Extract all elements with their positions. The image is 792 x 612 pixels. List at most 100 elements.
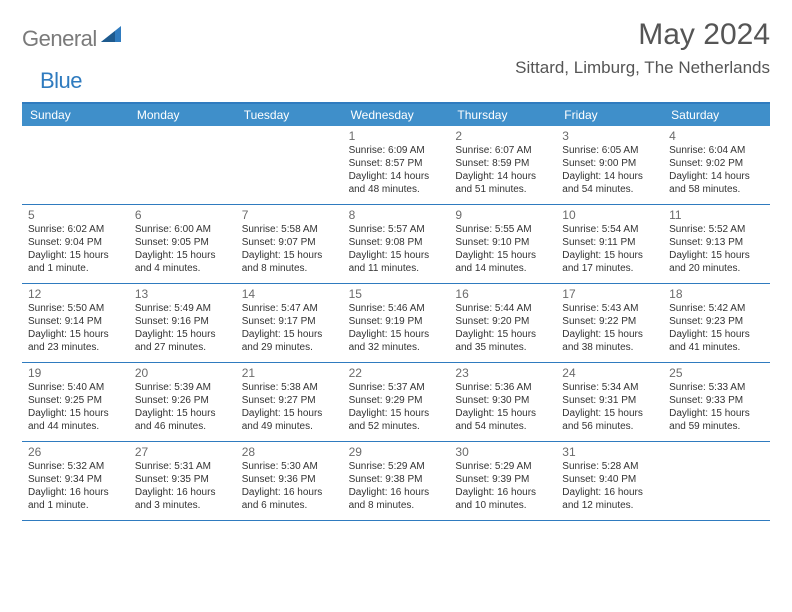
calendar-day-cell: 31Sunrise: 5:28 AMSunset: 9:40 PMDayligh… [556, 442, 663, 520]
sunset-line: Sunset: 9:19 PM [349, 316, 444, 329]
calendar-day-cell: 17Sunrise: 5:43 AMSunset: 9:22 PMDayligh… [556, 284, 663, 362]
day-number: 10 [562, 208, 657, 223]
daylight-line: Daylight: 15 hours and 11 minutes. [349, 250, 444, 276]
calendar-day-cell: 15Sunrise: 5:46 AMSunset: 9:19 PMDayligh… [343, 284, 450, 362]
calendar-day-cell: 20Sunrise: 5:39 AMSunset: 9:26 PMDayligh… [129, 363, 236, 441]
sunset-line: Sunset: 8:59 PM [455, 158, 550, 171]
sunrise-line: Sunrise: 5:43 AM [562, 303, 657, 316]
daylight-line: Daylight: 16 hours and 8 minutes. [349, 487, 444, 513]
sunset-line: Sunset: 9:07 PM [242, 237, 337, 250]
sunset-line: Sunset: 9:10 PM [455, 237, 550, 250]
sunset-line: Sunset: 9:31 PM [562, 395, 657, 408]
calendar-day-cell: 19Sunrise: 5:40 AMSunset: 9:25 PMDayligh… [22, 363, 129, 441]
sunset-line: Sunset: 9:23 PM [669, 316, 764, 329]
sunset-line: Sunset: 9:22 PM [562, 316, 657, 329]
day-number: 17 [562, 287, 657, 302]
sunrise-line: Sunrise: 5:46 AM [349, 303, 444, 316]
sunrise-line: Sunrise: 5:29 AM [455, 461, 550, 474]
sunset-line: Sunset: 9:13 PM [669, 237, 764, 250]
daylight-line: Daylight: 15 hours and 46 minutes. [135, 408, 230, 434]
day-number: 22 [349, 366, 444, 381]
daylight-line: Daylight: 15 hours and 35 minutes. [455, 329, 550, 355]
calendar-week-row: 5Sunrise: 6:02 AMSunset: 9:04 PMDaylight… [22, 205, 770, 284]
sunset-line: Sunset: 9:08 PM [349, 237, 444, 250]
calendar-day-cell: 4Sunrise: 6:04 AMSunset: 9:02 PMDaylight… [663, 126, 770, 204]
calendar-day-cell: 23Sunrise: 5:36 AMSunset: 9:30 PMDayligh… [449, 363, 556, 441]
sunrise-line: Sunrise: 5:34 AM [562, 382, 657, 395]
calendar-day-cell: 7Sunrise: 5:58 AMSunset: 9:07 PMDaylight… [236, 205, 343, 283]
calendar-header-cell: Friday [556, 104, 663, 126]
calendar-table: SundayMondayTuesdayWednesdayThursdayFrid… [22, 102, 770, 521]
calendar-day-cell: 3Sunrise: 6:05 AMSunset: 9:00 PMDaylight… [556, 126, 663, 204]
sunrise-line: Sunrise: 5:30 AM [242, 461, 337, 474]
title-block: May 2024 Sittard, Limburg, The Netherlan… [515, 18, 770, 78]
sunrise-line: Sunrise: 6:07 AM [455, 145, 550, 158]
day-number: 11 [669, 208, 764, 223]
daylight-line: Daylight: 15 hours and 49 minutes. [242, 408, 337, 434]
day-number: 23 [455, 366, 550, 381]
calendar-empty-cell [236, 126, 343, 204]
calendar-day-cell: 10Sunrise: 5:54 AMSunset: 9:11 PMDayligh… [556, 205, 663, 283]
sunset-line: Sunset: 9:14 PM [28, 316, 123, 329]
sunset-line: Sunset: 9:11 PM [562, 237, 657, 250]
day-number: 30 [455, 445, 550, 460]
sunrise-line: Sunrise: 5:32 AM [28, 461, 123, 474]
sunset-line: Sunset: 9:30 PM [455, 395, 550, 408]
calendar-header-cell: Tuesday [236, 104, 343, 126]
daylight-line: Daylight: 16 hours and 3 minutes. [135, 487, 230, 513]
daylight-line: Daylight: 16 hours and 12 minutes. [562, 487, 657, 513]
calendar-day-cell: 8Sunrise: 5:57 AMSunset: 9:08 PMDaylight… [343, 205, 450, 283]
sunset-line: Sunset: 9:35 PM [135, 474, 230, 487]
sunrise-line: Sunrise: 5:39 AM [135, 382, 230, 395]
sunset-line: Sunset: 9:29 PM [349, 395, 444, 408]
calendar-week-row: 19Sunrise: 5:40 AMSunset: 9:25 PMDayligh… [22, 363, 770, 442]
calendar-day-cell: 28Sunrise: 5:30 AMSunset: 9:36 PMDayligh… [236, 442, 343, 520]
calendar-day-cell: 9Sunrise: 5:55 AMSunset: 9:10 PMDaylight… [449, 205, 556, 283]
sunset-line: Sunset: 9:05 PM [135, 237, 230, 250]
daylight-line: Daylight: 15 hours and 20 minutes. [669, 250, 764, 276]
sunrise-line: Sunrise: 5:49 AM [135, 303, 230, 316]
calendar-day-cell: 14Sunrise: 5:47 AMSunset: 9:17 PMDayligh… [236, 284, 343, 362]
calendar-day-cell: 16Sunrise: 5:44 AMSunset: 9:20 PMDayligh… [449, 284, 556, 362]
day-number: 3 [562, 129, 657, 144]
daylight-line: Daylight: 16 hours and 1 minute. [28, 487, 123, 513]
month-title: May 2024 [515, 18, 770, 52]
calendar-header-cell: Monday [129, 104, 236, 126]
brand-part1: General [22, 26, 97, 52]
sunrise-line: Sunrise: 6:02 AM [28, 224, 123, 237]
day-number: 18 [669, 287, 764, 302]
calendar-day-cell: 18Sunrise: 5:42 AMSunset: 9:23 PMDayligh… [663, 284, 770, 362]
sunrise-line: Sunrise: 5:28 AM [562, 461, 657, 474]
calendar-week-row: 1Sunrise: 6:09 AMSunset: 8:57 PMDaylight… [22, 126, 770, 205]
sunset-line: Sunset: 9:38 PM [349, 474, 444, 487]
day-number: 21 [242, 366, 337, 381]
sunrise-line: Sunrise: 5:47 AM [242, 303, 337, 316]
daylight-line: Daylight: 14 hours and 58 minutes. [669, 171, 764, 197]
sunrise-line: Sunrise: 5:55 AM [455, 224, 550, 237]
day-number: 13 [135, 287, 230, 302]
day-number: 8 [349, 208, 444, 223]
day-number: 31 [562, 445, 657, 460]
daylight-line: Daylight: 14 hours and 51 minutes. [455, 171, 550, 197]
day-number: 14 [242, 287, 337, 302]
daylight-line: Daylight: 16 hours and 6 minutes. [242, 487, 337, 513]
day-number: 5 [28, 208, 123, 223]
day-number: 24 [562, 366, 657, 381]
daylight-line: Daylight: 15 hours and 56 minutes. [562, 408, 657, 434]
calendar-day-cell: 29Sunrise: 5:29 AMSunset: 9:38 PMDayligh… [343, 442, 450, 520]
brand-triangle-icon [101, 26, 121, 47]
sunset-line: Sunset: 9:34 PM [28, 474, 123, 487]
sunrise-line: Sunrise: 5:42 AM [669, 303, 764, 316]
calendar-header-cell: Saturday [663, 104, 770, 126]
day-number: 2 [455, 129, 550, 144]
calendar-header-row: SundayMondayTuesdayWednesdayThursdayFrid… [22, 104, 770, 126]
sunrise-line: Sunrise: 5:33 AM [669, 382, 764, 395]
daylight-line: Daylight: 15 hours and 1 minute. [28, 250, 123, 276]
daylight-line: Daylight: 15 hours and 8 minutes. [242, 250, 337, 276]
daylight-line: Daylight: 15 hours and 54 minutes. [455, 408, 550, 434]
daylight-line: Daylight: 15 hours and 23 minutes. [28, 329, 123, 355]
calendar-day-cell: 2Sunrise: 6:07 AMSunset: 8:59 PMDaylight… [449, 126, 556, 204]
sunrise-line: Sunrise: 5:31 AM [135, 461, 230, 474]
sunset-line: Sunset: 9:04 PM [28, 237, 123, 250]
calendar-day-cell: 24Sunrise: 5:34 AMSunset: 9:31 PMDayligh… [556, 363, 663, 441]
